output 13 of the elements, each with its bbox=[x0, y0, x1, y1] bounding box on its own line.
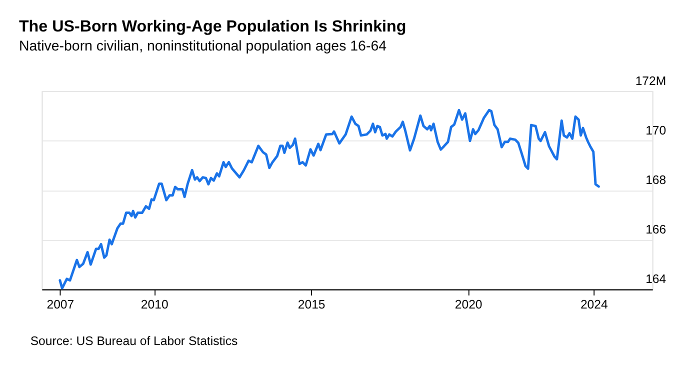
y-tick-label: 172M bbox=[635, 74, 666, 88]
chart-title: The US-Born Working-Age Population Is Shrinking bbox=[18, 17, 406, 36]
y-tick-label: 164 bbox=[646, 272, 666, 286]
x-tick-label: 2010 bbox=[140, 298, 168, 312]
x-tick-label: 2015 bbox=[298, 298, 326, 312]
source-note: Source: US Bureau of Labor Statistics bbox=[30, 334, 238, 348]
x-tick-label: 2007 bbox=[46, 298, 74, 312]
x-tick-label: 2024 bbox=[580, 298, 608, 312]
y-tick-label: 166 bbox=[646, 222, 666, 237]
y-tick-label: 170 bbox=[646, 123, 666, 138]
chart-subtitle: Native-born civilian, noninstitutional population ages 16-64 bbox=[18, 38, 387, 54]
x-tick-label: 2020 bbox=[454, 298, 482, 312]
y-tick-label: 168 bbox=[646, 173, 666, 188]
